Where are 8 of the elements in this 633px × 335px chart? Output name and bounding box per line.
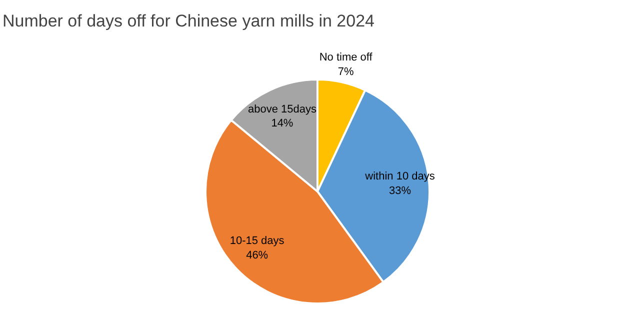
- data-label: 7%: [338, 66, 354, 78]
- slice-label: above 15days: [248, 103, 317, 116]
- chart-title: Number of days off for Chinese yarn mills in 2024: [2, 12, 374, 30]
- data-label: 46%: [246, 249, 268, 262]
- slice-label: No time off: [319, 52, 374, 64]
- data-label: 14%: [271, 118, 294, 130]
- slice-label: 10-15 days: [230, 235, 285, 248]
- data-label: 33%: [389, 184, 412, 197]
